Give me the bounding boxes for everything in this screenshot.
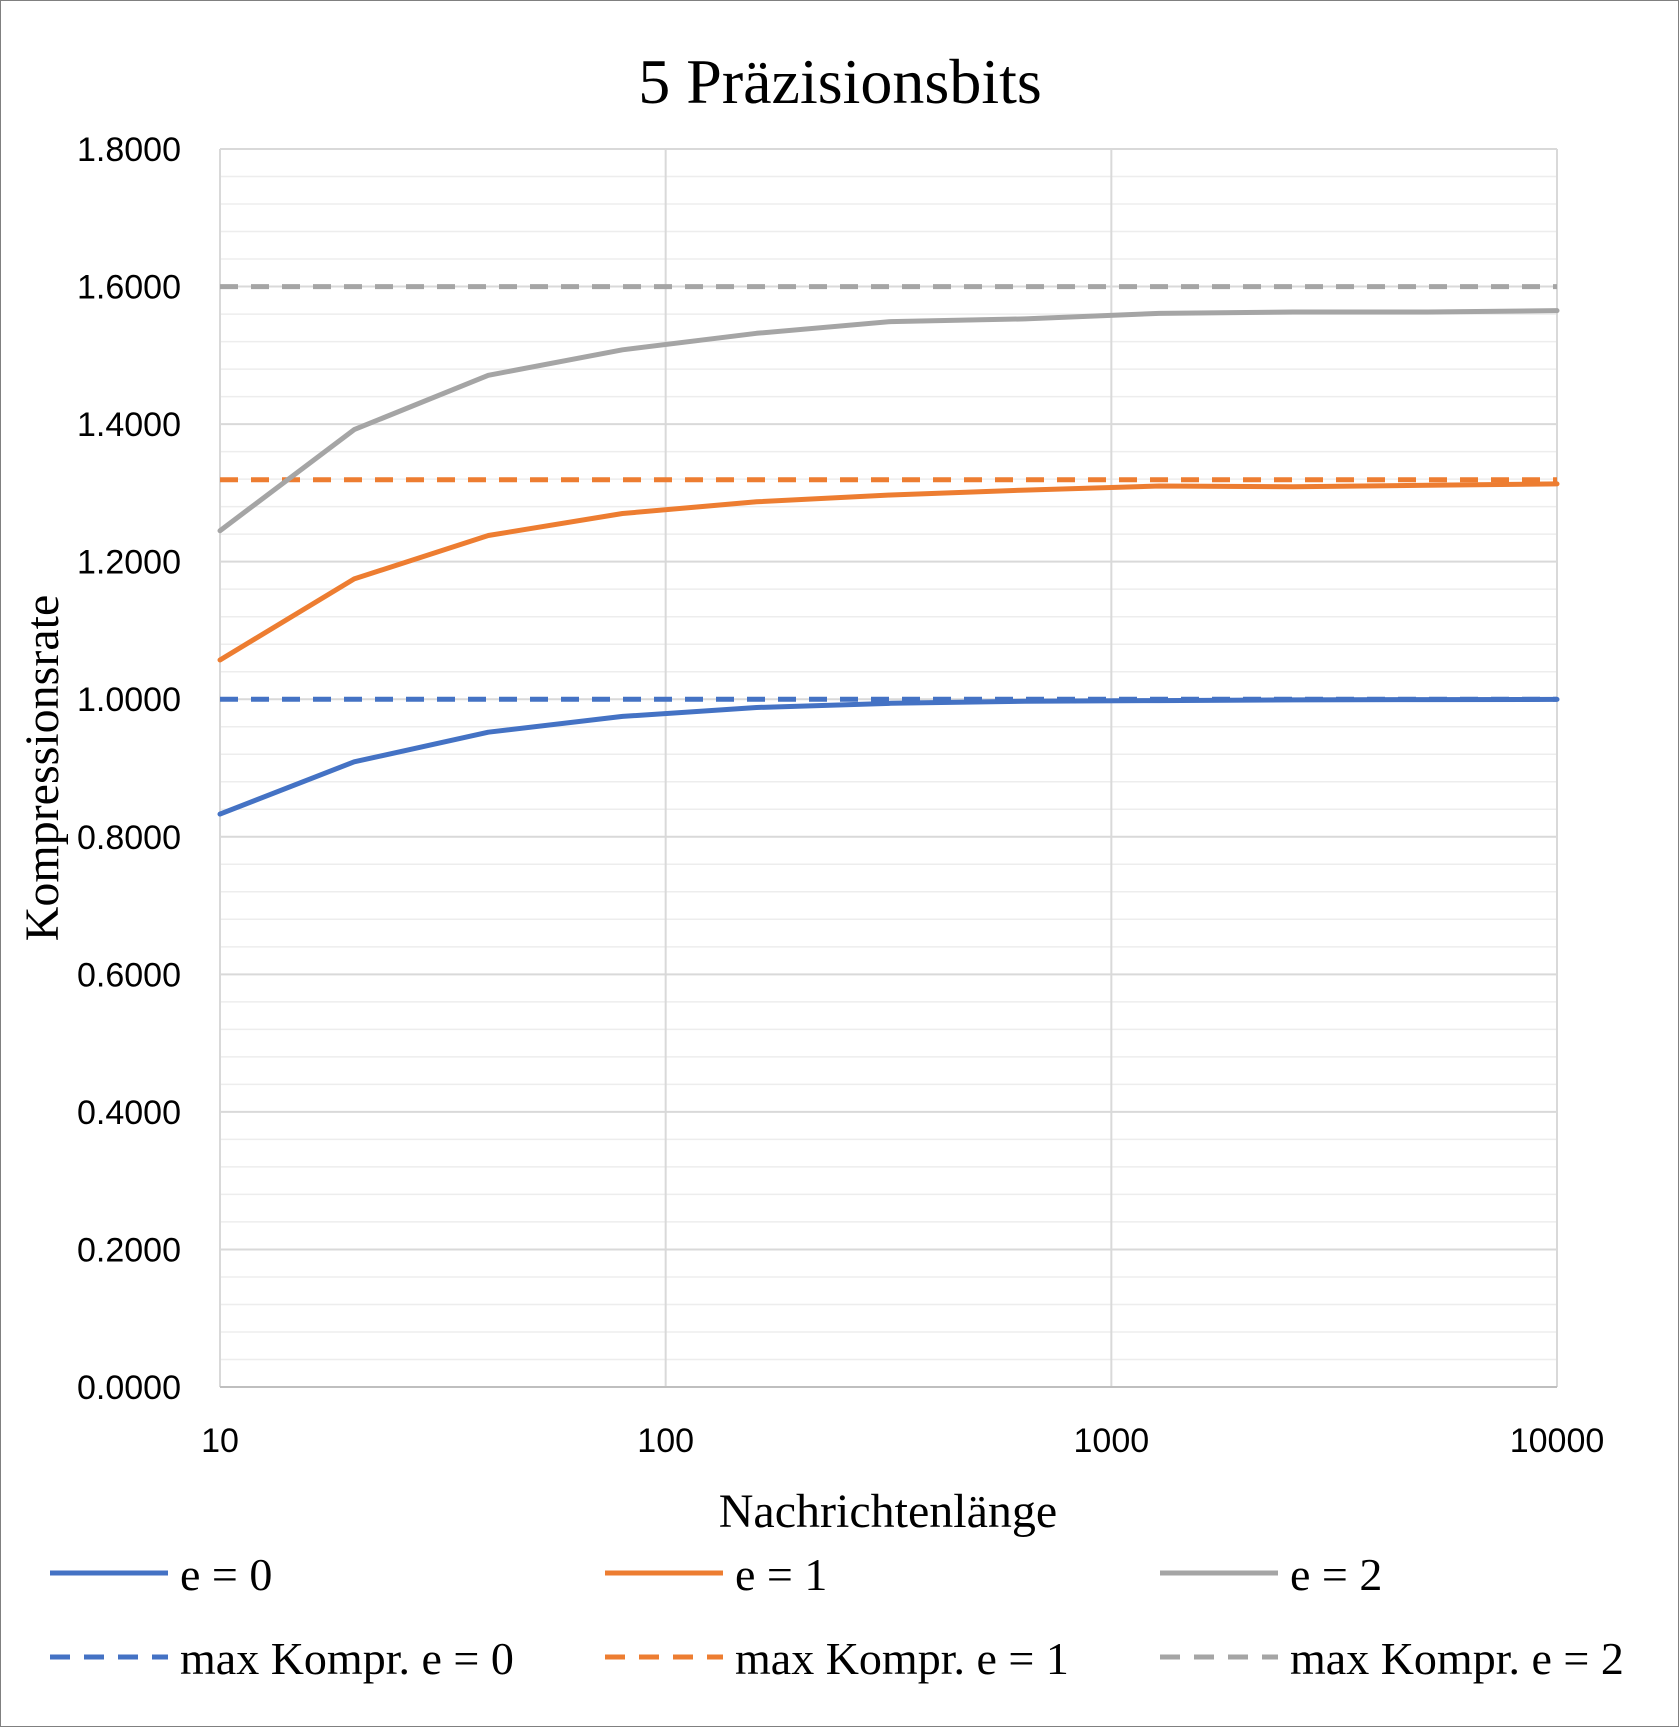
y-tick-label: 1.2000	[77, 544, 181, 582]
y-tick-label: 1.4000	[77, 406, 181, 444]
legend-label-6: max Kompr. e = 2	[1290, 1633, 1624, 1684]
series-line-1	[217, 696, 1560, 817]
minor-gridlines	[220, 175, 1557, 1361]
legend-label-3: e = 2	[1290, 1549, 1382, 1600]
legend-label-5: max Kompr. e = 1	[735, 1633, 1069, 1684]
y-axis-label: Kompressionsrate	[16, 595, 69, 942]
chart-title: 5 Präzisionsbits	[638, 46, 1042, 117]
x-tick-labels: 10 100 1000 10000	[201, 1422, 1604, 1460]
y-tick-labels: 0.0000 0.2000 0.4000 0.6000 0.8000 1.0000 1.20…	[77, 131, 181, 1407]
x-tick-label: 10000	[1510, 1422, 1605, 1460]
x-tick-label: 10	[201, 1422, 239, 1460]
y-tick-label: 1.6000	[77, 269, 181, 307]
y-tick-label: 0.8000	[77, 819, 181, 857]
series-lines	[217, 284, 1560, 817]
x-tick-label: 1000	[1074, 1422, 1150, 1460]
y-tick-label: 0.0000	[77, 1369, 181, 1407]
y-tick-label: 0.2000	[77, 1231, 181, 1269]
x-axis-label: Nachrichtenlänge	[719, 1485, 1057, 1538]
legend-label-4: max Kompr. e = 0	[180, 1633, 514, 1684]
major-gridlines	[220, 148, 1558, 1387]
legend-label-2: e = 1	[735, 1549, 827, 1600]
x-tick-label: 100	[637, 1422, 694, 1460]
series-line-3	[217, 308, 1560, 534]
y-tick-label: 0.4000	[77, 1094, 181, 1132]
legend-label-1: e = 0	[180, 1549, 272, 1600]
y-tick-label: 1.8000	[77, 131, 181, 169]
y-tick-label: 0.6000	[77, 956, 181, 994]
y-tick-label: 1.0000	[77, 681, 181, 719]
axes	[219, 149, 1557, 1388]
legend: e = 0 e = 1 e = 2 max Kompr. e = 0 max Kompr…	[50, 1549, 1624, 1684]
series-line-2	[217, 481, 1560, 663]
